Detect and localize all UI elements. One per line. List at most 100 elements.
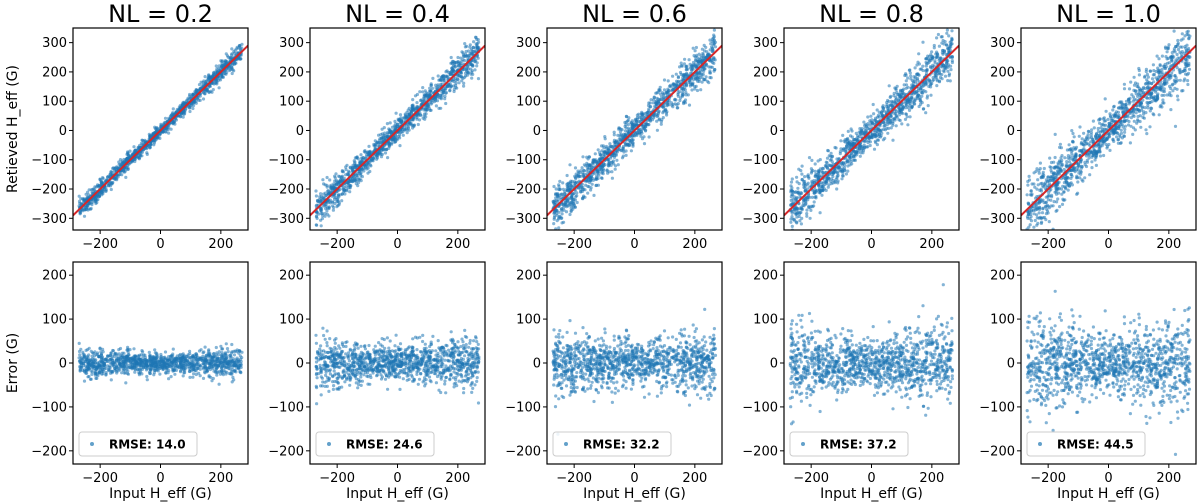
error-point <box>153 348 157 352</box>
error-point <box>188 375 192 379</box>
legend-marker <box>327 442 331 446</box>
error-point <box>331 380 335 384</box>
scatter-point <box>443 88 447 92</box>
error-point <box>454 371 458 375</box>
legend-box <box>78 431 198 457</box>
error-point <box>215 373 219 377</box>
error-point <box>91 357 95 361</box>
scatter-point <box>141 142 145 146</box>
scatter-point <box>462 84 466 88</box>
error-point <box>315 376 319 380</box>
error-point <box>443 382 447 386</box>
error-point <box>147 360 151 364</box>
error-point <box>364 361 368 365</box>
error-point <box>448 378 452 382</box>
scatter-point <box>444 91 448 95</box>
error-point <box>461 378 465 382</box>
scatter-point <box>469 51 473 55</box>
scatter-point <box>422 106 426 110</box>
scatter-point <box>220 74 224 78</box>
panel-title: NL = 0.2 <box>108 0 213 28</box>
scatter-point <box>328 178 332 182</box>
error-point <box>141 356 145 360</box>
scatter-point <box>430 86 434 90</box>
scatter-point <box>393 136 397 140</box>
error-point <box>319 375 323 379</box>
error-point <box>99 364 103 368</box>
scatter-point <box>424 112 428 116</box>
error-point <box>356 386 360 390</box>
scatter-point <box>77 194 81 198</box>
scatter-point <box>325 209 329 213</box>
scatter-point <box>368 169 372 174</box>
error-point <box>468 338 472 343</box>
scatter-point <box>359 172 363 176</box>
error-point <box>90 360 94 364</box>
scatter-point <box>451 84 456 88</box>
error-point <box>95 367 99 371</box>
error-point <box>447 348 451 352</box>
scatter-point <box>351 167 355 171</box>
scatter-point <box>204 89 208 93</box>
error-point <box>386 387 390 391</box>
error-point <box>404 371 408 375</box>
scatter-point <box>415 92 419 97</box>
error-point <box>408 359 412 363</box>
scatter-point <box>442 74 446 78</box>
scatter-point <box>398 113 403 117</box>
scatter-point <box>329 189 333 193</box>
error-point <box>406 346 410 350</box>
error-point <box>318 366 322 370</box>
top-scatter-series <box>547 28 722 230</box>
error-point <box>153 368 157 372</box>
scatter-point <box>375 157 379 161</box>
error-point <box>82 363 86 367</box>
error-point <box>220 351 224 355</box>
error-point <box>421 339 425 344</box>
scatter-point <box>324 193 328 198</box>
scatter-point <box>443 97 447 101</box>
scatter-point <box>421 86 425 90</box>
error-point <box>390 371 394 375</box>
scatter-point <box>84 192 88 196</box>
error-point <box>442 347 446 351</box>
scatter-point <box>197 83 202 87</box>
scatter-point <box>314 194 318 198</box>
scatter-point <box>411 107 415 111</box>
error-point <box>171 359 175 363</box>
error-point <box>454 362 458 366</box>
scatter-point <box>456 55 460 60</box>
error-point <box>332 384 336 388</box>
scatter-point <box>465 44 469 48</box>
scatter-point <box>428 89 433 93</box>
scatter-point <box>624 153 628 157</box>
top-xtick-label: 0 <box>156 237 164 252</box>
error-point <box>152 373 156 377</box>
error-point <box>321 353 325 357</box>
error-point <box>431 365 435 369</box>
error-point <box>333 357 337 361</box>
top-ytick-label: 300 <box>279 36 304 51</box>
error-point <box>340 363 344 367</box>
error-point <box>166 364 171 368</box>
error-point <box>186 363 190 367</box>
scatter-point <box>167 131 171 135</box>
error-point <box>471 374 475 378</box>
scatter-point <box>201 97 206 101</box>
scatter-point <box>217 86 221 90</box>
error-point <box>214 353 218 357</box>
scatter-point <box>314 204 318 208</box>
scatter-point <box>475 37 479 42</box>
scatter-point <box>470 76 474 80</box>
error-point <box>398 387 402 391</box>
error-point <box>435 362 439 366</box>
scatter-point <box>462 81 466 85</box>
scatter-point <box>454 78 458 83</box>
error-point <box>415 358 420 362</box>
error-point <box>87 374 91 379</box>
error-point <box>324 355 328 359</box>
scatter-point <box>319 192 323 196</box>
error-point <box>204 368 208 372</box>
scatter-point <box>463 71 468 75</box>
